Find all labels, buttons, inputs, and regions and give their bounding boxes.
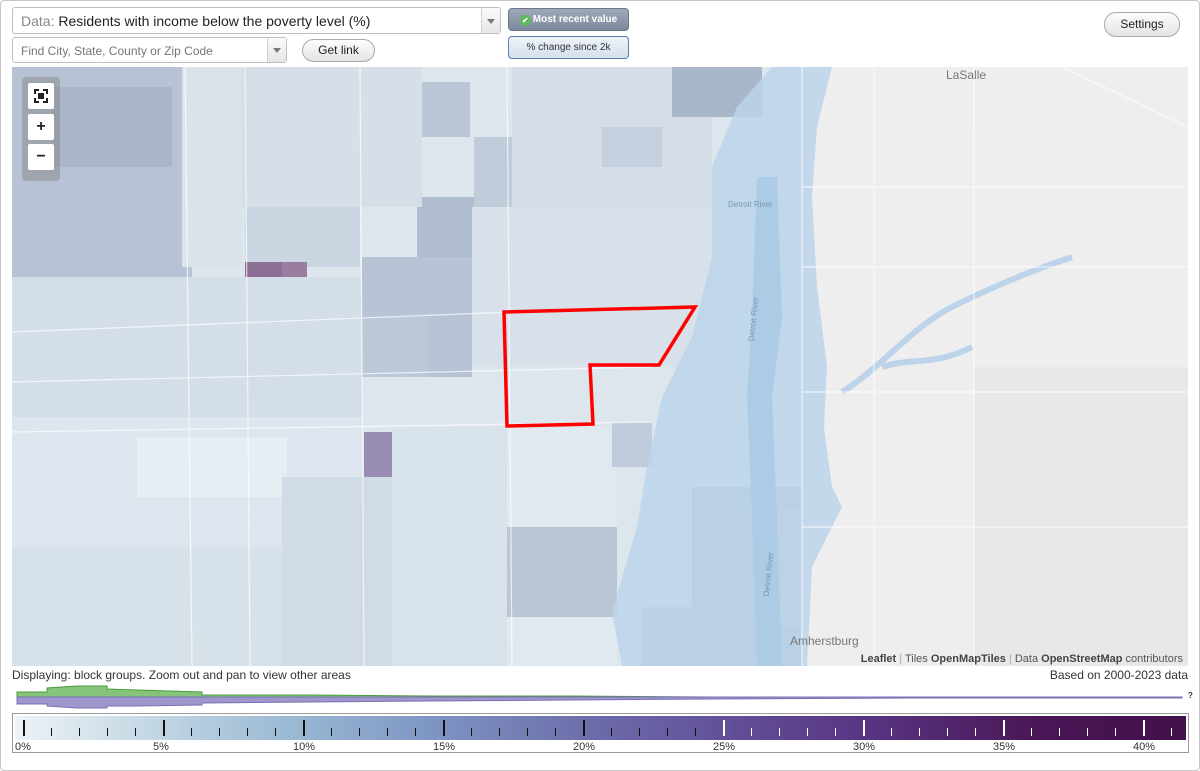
map-attribution: Leaflet | Tiles OpenMapTiles | Data Open… bbox=[860, 653, 1183, 665]
legend-label: 0% bbox=[15, 741, 31, 753]
roads bbox=[12, 67, 1188, 666]
openmaptiles-link[interactable]: OpenMapTiles bbox=[930, 653, 1006, 665]
tiles-prefix: Tiles bbox=[904, 653, 928, 665]
legend-minor-tick bbox=[1059, 728, 1060, 736]
legend-major-tick bbox=[1003, 720, 1005, 736]
legend-label: 10% bbox=[293, 741, 316, 753]
legend-minor-tick bbox=[499, 728, 500, 736]
canard-river bbox=[840, 254, 1073, 395]
legend-minor-tick bbox=[779, 728, 780, 736]
legend-minor-tick bbox=[807, 728, 808, 736]
legend-label: 5% bbox=[153, 741, 169, 753]
legend-minor-tick bbox=[639, 728, 640, 736]
color-legend: 0% 5% 10% 15% 20% 25% 30% 35% 40% bbox=[12, 713, 1189, 753]
legend-minor-tick bbox=[219, 728, 220, 736]
legend-minor-tick bbox=[751, 728, 752, 736]
minus-icon: − bbox=[36, 148, 46, 165]
data-select-value: Residents with income below the poverty … bbox=[58, 13, 371, 29]
leaflet-link[interactable]: Leaflet bbox=[860, 653, 897, 665]
histogram-lower bbox=[16, 696, 1183, 709]
legend-minor-tick bbox=[835, 728, 836, 736]
check-icon: ✔ bbox=[519, 15, 531, 26]
detroit-river bbox=[612, 67, 842, 666]
legend-minor-tick bbox=[415, 728, 416, 736]
map-label-lasalle: LaSalle bbox=[946, 68, 986, 82]
legend-minor-tick bbox=[247, 728, 248, 736]
map-label-amherstburg: Amherstburg bbox=[790, 634, 859, 648]
legend-minor-tick bbox=[1087, 728, 1088, 736]
change-since-2k-toggle[interactable]: % change since 2k bbox=[508, 36, 629, 59]
search-input[interactable] bbox=[13, 38, 273, 64]
legend-major-tick bbox=[723, 720, 725, 736]
legend-label: 25% bbox=[713, 741, 736, 753]
data-prefix: Data bbox=[1014, 653, 1039, 665]
legend-minor-tick bbox=[975, 728, 976, 736]
detroit-river-channel bbox=[747, 177, 782, 666]
legend-gradient bbox=[15, 716, 1186, 740]
legend-minor-tick bbox=[79, 728, 80, 736]
legend-minor-tick bbox=[107, 728, 108, 736]
status-text: Displaying: block groups. Zoom out and p… bbox=[12, 668, 351, 682]
plus-icon: + bbox=[36, 118, 46, 135]
openstreetmap-link[interactable]: OpenStreetMap bbox=[1041, 653, 1123, 665]
legend-major-tick bbox=[863, 720, 865, 736]
selected-area-outline[interactable] bbox=[502, 305, 699, 428]
legend-minor-tick bbox=[891, 728, 892, 736]
get-link-button[interactable]: Get link bbox=[302, 39, 375, 62]
chevron-down-icon[interactable] bbox=[267, 38, 286, 62]
legend-major-tick bbox=[303, 720, 305, 736]
legend-minor-tick bbox=[359, 728, 360, 736]
legend-minor-tick bbox=[275, 728, 276, 736]
legend-minor-tick bbox=[1115, 728, 1116, 736]
legend-label: 40% bbox=[1133, 741, 1156, 753]
map-view[interactable]: LaSalle Amherstburg Detroit River Detroi… bbox=[12, 67, 1188, 666]
legend-minor-tick bbox=[387, 728, 388, 736]
legend-minor-tick bbox=[695, 728, 696, 736]
histogram-upper bbox=[16, 685, 1183, 699]
legend-minor-tick bbox=[919, 728, 920, 736]
legend-minor-tick bbox=[527, 728, 528, 736]
legend-minor-tick bbox=[135, 728, 136, 736]
legend-label: 20% bbox=[573, 741, 596, 753]
chevron-down-icon[interactable] bbox=[481, 8, 500, 33]
zoom-in-button[interactable]: + bbox=[28, 114, 54, 140]
zoom-control: + − bbox=[22, 77, 60, 181]
fullscreen-icon bbox=[34, 89, 48, 103]
zoom-out-button[interactable]: − bbox=[28, 144, 54, 170]
settings-button[interactable]: Settings bbox=[1104, 12, 1180, 37]
legend-minor-tick bbox=[331, 728, 332, 736]
attribution-suffix: contributors bbox=[1125, 653, 1183, 665]
map-label-detroit-river: Detroit River bbox=[728, 200, 773, 209]
data-years: Based on 2000-2023 data bbox=[1049, 668, 1188, 682]
most-recent-label: Most recent value bbox=[532, 14, 618, 25]
legend-major-tick bbox=[23, 720, 25, 736]
legend-minor-tick bbox=[51, 728, 52, 736]
legend-major-tick bbox=[1143, 720, 1145, 736]
legend-major-tick bbox=[583, 720, 585, 736]
legend-minor-tick bbox=[667, 728, 668, 736]
legend-minor-tick bbox=[555, 728, 556, 736]
help-icon[interactable]: ? bbox=[1188, 691, 1193, 700]
search-combo[interactable] bbox=[12, 37, 287, 64]
legend-major-tick bbox=[163, 720, 165, 736]
distribution-histogram bbox=[16, 685, 1183, 709]
legend-major-tick bbox=[443, 720, 445, 736]
legend-minor-tick bbox=[611, 728, 612, 736]
legend-label: 15% bbox=[433, 741, 456, 753]
most-recent-toggle[interactable]: ✔ Most recent value bbox=[508, 8, 629, 31]
legend-label: 30% bbox=[853, 741, 876, 753]
data-select[interactable]: Data: Residents with income below the po… bbox=[12, 7, 501, 34]
fullscreen-button[interactable] bbox=[28, 83, 54, 109]
legend-label: 35% bbox=[993, 741, 1016, 753]
legend-minor-tick bbox=[1031, 728, 1032, 736]
legend-minor-tick bbox=[947, 728, 948, 736]
map-canvas[interactable]: LaSalle Amherstburg Detroit River Detroi… bbox=[12, 67, 1188, 666]
no-data-region bbox=[974, 367, 1188, 666]
legend-minor-tick bbox=[471, 728, 472, 736]
data-select-prefix: Data: bbox=[21, 13, 55, 29]
legend-minor-tick bbox=[191, 728, 192, 736]
legend-minor-tick bbox=[1171, 728, 1172, 736]
